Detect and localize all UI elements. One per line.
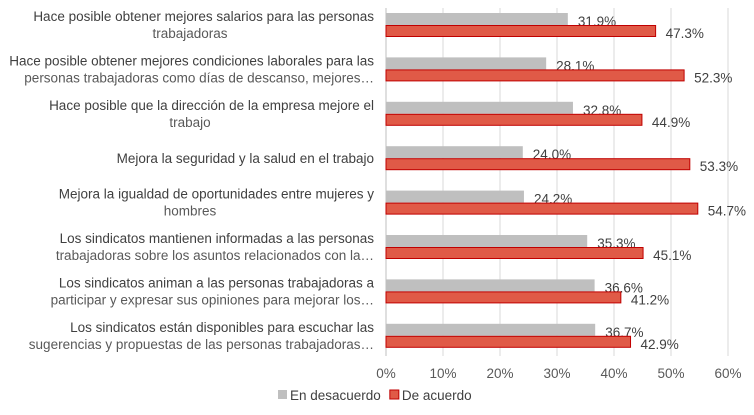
bar-de-acuerdo [385, 158, 691, 171]
data-label: 41.2% [631, 292, 669, 307]
category-label: Hace posible obtener mejores salarios pa… [33, 9, 374, 24]
category-label: hombres [164, 204, 217, 219]
category-label: Los sindicatos están disponibles para es… [70, 320, 374, 335]
bar-de-acuerdo [385, 113, 643, 126]
data-label: 53.3% [700, 159, 738, 174]
category-label: Hace posible obtener mejores condiciones… [9, 53, 374, 68]
bar-en-desacuerdo [386, 235, 588, 247]
x-tick-label: 10% [429, 366, 456, 381]
category-label: trabajadoras [152, 26, 227, 41]
category-label: Mejora la seguridad y la salud en el tra… [117, 151, 374, 166]
category-label: Hace posible que la dirección de la empr… [49, 98, 374, 113]
bar-de-acuerdo [385, 202, 699, 215]
bar-en-desacuerdo [386, 323, 596, 336]
x-tick-label: 40% [600, 366, 627, 381]
bar-en-desacuerdo [386, 101, 573, 114]
bar-de-acuerdo [385, 291, 622, 304]
data-label: 52.3% [694, 70, 732, 85]
category-label: Los sindicatos animan a las personas tra… [59, 275, 375, 290]
category-label: Los sindicatos mantienen informadas a la… [60, 231, 375, 246]
data-label: 54.7% [708, 204, 746, 219]
bar-en-desacuerdo [386, 190, 524, 203]
x-tick-label: 20% [486, 366, 513, 381]
bar-de-acuerdo [385, 25, 657, 37]
bar-en-desacuerdo [386, 57, 547, 70]
x-tick-label: 0% [376, 366, 396, 381]
legend-swatch [389, 389, 400, 400]
bar-de-acuerdo [385, 69, 685, 82]
data-label: 45.1% [653, 248, 691, 263]
legend-swatch [278, 390, 287, 399]
legend-label: En desacuerdo [290, 388, 381, 403]
category-label: sugerencias y propuestas de las personas… [29, 337, 374, 352]
x-tick-label: 60% [714, 366, 741, 381]
data-label: 42.9% [641, 337, 679, 352]
data-label: 47.3% [666, 26, 704, 41]
x-tick-label: 30% [543, 366, 570, 381]
bar-en-desacuerdo [386, 279, 595, 292]
x-tick-label: 50% [657, 366, 684, 381]
bar-en-desacuerdo [386, 146, 523, 159]
bar-en-desacuerdo [386, 13, 568, 25]
category-label: Mejora la igualdad de oportunidades entr… [59, 187, 374, 202]
category-label: personas trabajadoras como días de desca… [24, 70, 374, 85]
bar-de-acuerdo [385, 335, 632, 348]
category-label: trabajadoras sobre los asuntos relaciona… [56, 248, 374, 263]
legend-label: De acuerdo [402, 388, 472, 403]
bar-de-acuerdo [385, 247, 644, 259]
category-label: participar y expresar sus opiniones para… [51, 292, 374, 307]
data-label: 44.9% [652, 115, 690, 130]
category-label: trabajo [169, 115, 210, 130]
